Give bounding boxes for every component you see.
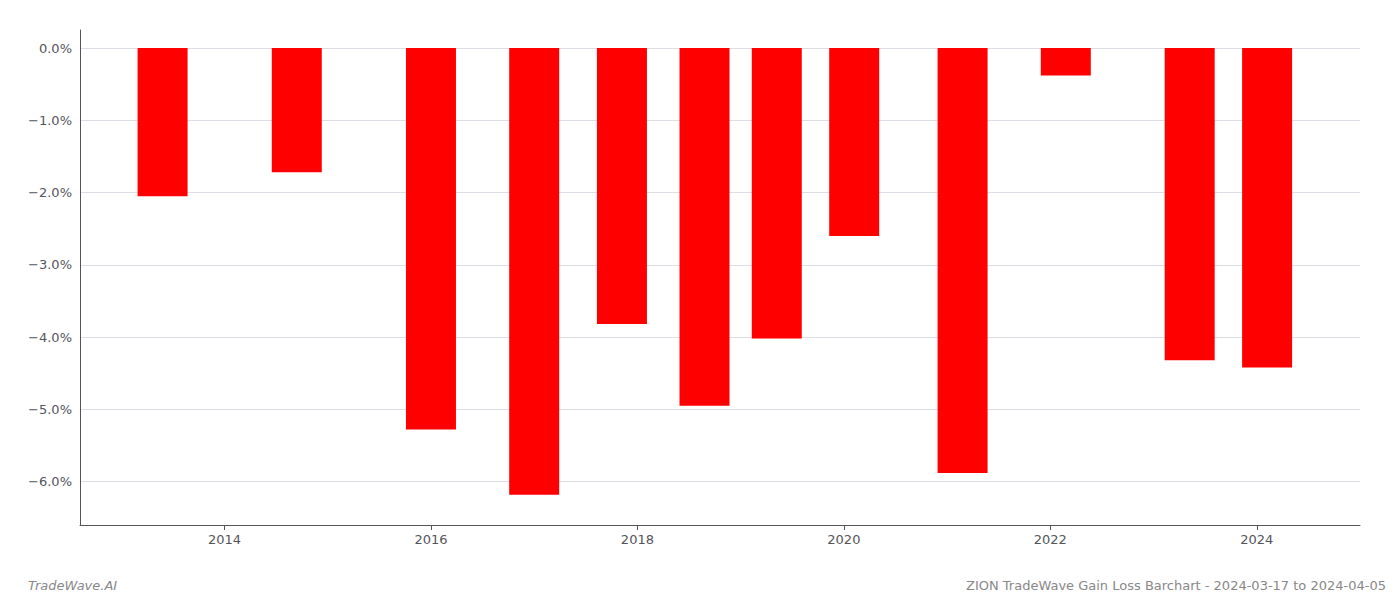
svg-text:2018: 2018	[621, 532, 654, 547]
svg-text:2016: 2016	[414, 532, 447, 547]
svg-text:−6.0%: −6.0%	[28, 474, 72, 489]
svg-text:ZION TradeWave Gain Loss Barch: ZION TradeWave Gain Loss Barchart - 2024…	[966, 578, 1386, 593]
svg-text:2014: 2014	[208, 532, 241, 547]
svg-text:2024: 2024	[1240, 532, 1273, 547]
svg-text:−2.0%: −2.0%	[28, 185, 72, 200]
svg-text:TradeWave.AI: TradeWave.AI	[28, 578, 117, 593]
svg-text:2022: 2022	[1034, 532, 1067, 547]
svg-text:−5.0%: −5.0%	[28, 402, 72, 417]
svg-text:−3.0%: −3.0%	[28, 257, 72, 272]
svg-text:−1.0%: −1.0%	[28, 113, 72, 128]
svg-text:−4.0%: −4.0%	[28, 330, 72, 345]
svg-text:2020: 2020	[827, 532, 860, 547]
svg-text:0.0%: 0.0%	[39, 41, 72, 56]
